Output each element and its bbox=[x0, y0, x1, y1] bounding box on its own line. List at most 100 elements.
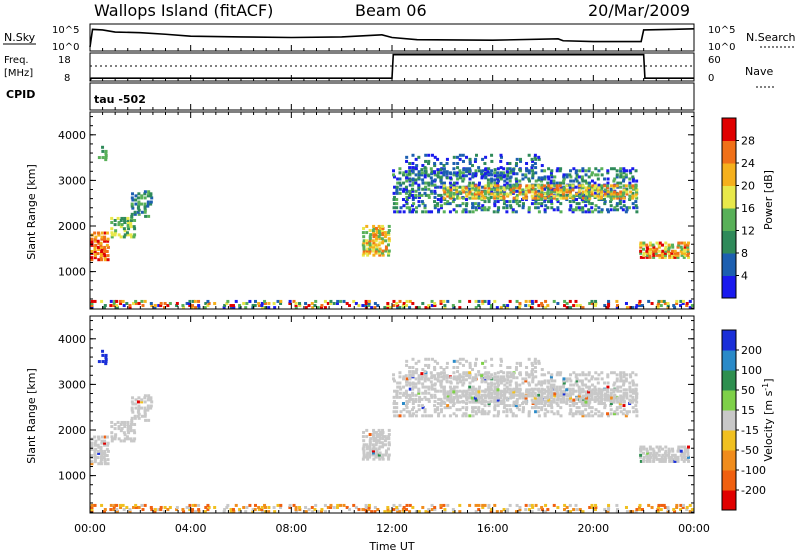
velocity-cell bbox=[483, 412, 487, 416]
power-cell bbox=[371, 247, 375, 251]
power-cell bbox=[645, 245, 649, 249]
power-cell bbox=[294, 301, 298, 305]
power-cell bbox=[442, 172, 446, 176]
power-cell bbox=[467, 192, 471, 196]
velocity-cell bbox=[521, 410, 525, 414]
power-cell bbox=[559, 167, 563, 171]
velocity-cell bbox=[677, 445, 681, 449]
power-cell bbox=[381, 231, 385, 235]
velocity-cell bbox=[436, 406, 440, 410]
velocity-cell bbox=[414, 510, 418, 514]
velocity-cell bbox=[471, 385, 475, 389]
power-cell bbox=[213, 301, 217, 305]
power-cell bbox=[402, 187, 406, 191]
velocity-cell bbox=[544, 408, 548, 412]
velocity-cell bbox=[524, 400, 528, 404]
velocity-cell bbox=[225, 505, 229, 509]
velocity-cell bbox=[681, 505, 685, 509]
power-cell bbox=[430, 299, 434, 303]
power-cell bbox=[562, 177, 566, 181]
velocity-cell bbox=[365, 455, 369, 459]
power-cell bbox=[627, 206, 631, 210]
power-cell bbox=[575, 198, 579, 202]
power-cell bbox=[493, 194, 497, 198]
velocity-cell bbox=[655, 445, 659, 449]
velocity-cell bbox=[581, 388, 585, 392]
velocity-cell bbox=[594, 388, 598, 392]
velocity-cell bbox=[581, 410, 585, 414]
velocity-cell bbox=[565, 394, 569, 398]
velocity-cell bbox=[580, 390, 584, 394]
power-cell bbox=[94, 235, 98, 239]
power-cell bbox=[376, 304, 380, 308]
power-cell bbox=[96, 252, 100, 256]
velocity-cell bbox=[600, 391, 604, 395]
power-cell bbox=[552, 181, 556, 185]
power-cell bbox=[569, 204, 573, 208]
velocity-cell bbox=[371, 451, 375, 455]
power-cell bbox=[518, 304, 522, 308]
power-cell bbox=[443, 304, 447, 308]
power-cell bbox=[652, 253, 656, 257]
power-cell bbox=[533, 183, 537, 187]
velocity-cell bbox=[512, 376, 516, 380]
power-cell bbox=[383, 306, 387, 310]
power-cell bbox=[655, 247, 659, 251]
velocity-cell bbox=[99, 456, 103, 460]
velocity-cell bbox=[424, 374, 428, 378]
power-cell bbox=[590, 188, 594, 192]
power-cell bbox=[642, 253, 646, 257]
velocity-cell bbox=[436, 414, 440, 418]
power-cell bbox=[374, 249, 378, 253]
power-cell bbox=[90, 299, 94, 303]
velocity-cell bbox=[429, 393, 433, 397]
velocity-cell bbox=[405, 503, 409, 507]
power-cell bbox=[357, 304, 361, 308]
velocity-cell bbox=[251, 510, 255, 514]
power-cell bbox=[474, 190, 478, 194]
velocity-cell bbox=[96, 435, 100, 439]
velocity-cell bbox=[134, 503, 138, 507]
power-cell bbox=[571, 208, 575, 212]
velocity-cell bbox=[648, 459, 652, 463]
power-cell bbox=[461, 202, 465, 206]
power-cell bbox=[490, 187, 494, 191]
power-cell bbox=[661, 255, 665, 259]
power-cell bbox=[392, 195, 396, 199]
velocity-cell bbox=[168, 505, 172, 509]
velocity-cell bbox=[496, 371, 500, 375]
power-cell bbox=[392, 169, 396, 173]
velocity-cell bbox=[97, 462, 101, 466]
velocity-ylabel: Slant Range [km] bbox=[25, 368, 38, 464]
power-cell bbox=[497, 179, 501, 183]
velocity-cell bbox=[650, 505, 654, 509]
velocity-cell bbox=[392, 395, 396, 399]
velocity-cell bbox=[506, 387, 510, 391]
velocity-cell bbox=[565, 392, 569, 396]
power-cell bbox=[462, 190, 466, 194]
velocity-cell bbox=[540, 406, 544, 410]
velocity-cell bbox=[362, 449, 366, 453]
velocity-cell bbox=[187, 505, 191, 509]
velocity-cell bbox=[635, 383, 639, 387]
power-cell bbox=[477, 188, 481, 192]
power-cell bbox=[622, 177, 626, 181]
power-cell bbox=[229, 306, 233, 310]
power-cell bbox=[663, 247, 667, 251]
velocity-cell bbox=[106, 462, 110, 466]
power-cell bbox=[505, 204, 509, 208]
power-cell bbox=[405, 304, 409, 308]
power-cell bbox=[657, 249, 661, 253]
velocity-cell bbox=[430, 374, 434, 378]
power-cell bbox=[423, 173, 427, 177]
power-cell bbox=[667, 247, 671, 251]
velocity-cell bbox=[117, 427, 121, 431]
power-cell bbox=[612, 167, 616, 171]
power-cell bbox=[392, 299, 396, 303]
velocity-cell bbox=[365, 447, 369, 451]
velocity-cell bbox=[313, 508, 317, 512]
power-cell bbox=[90, 241, 94, 245]
velocity-cell bbox=[622, 400, 626, 404]
power-cell bbox=[433, 200, 437, 204]
velocity-cell bbox=[93, 449, 97, 453]
